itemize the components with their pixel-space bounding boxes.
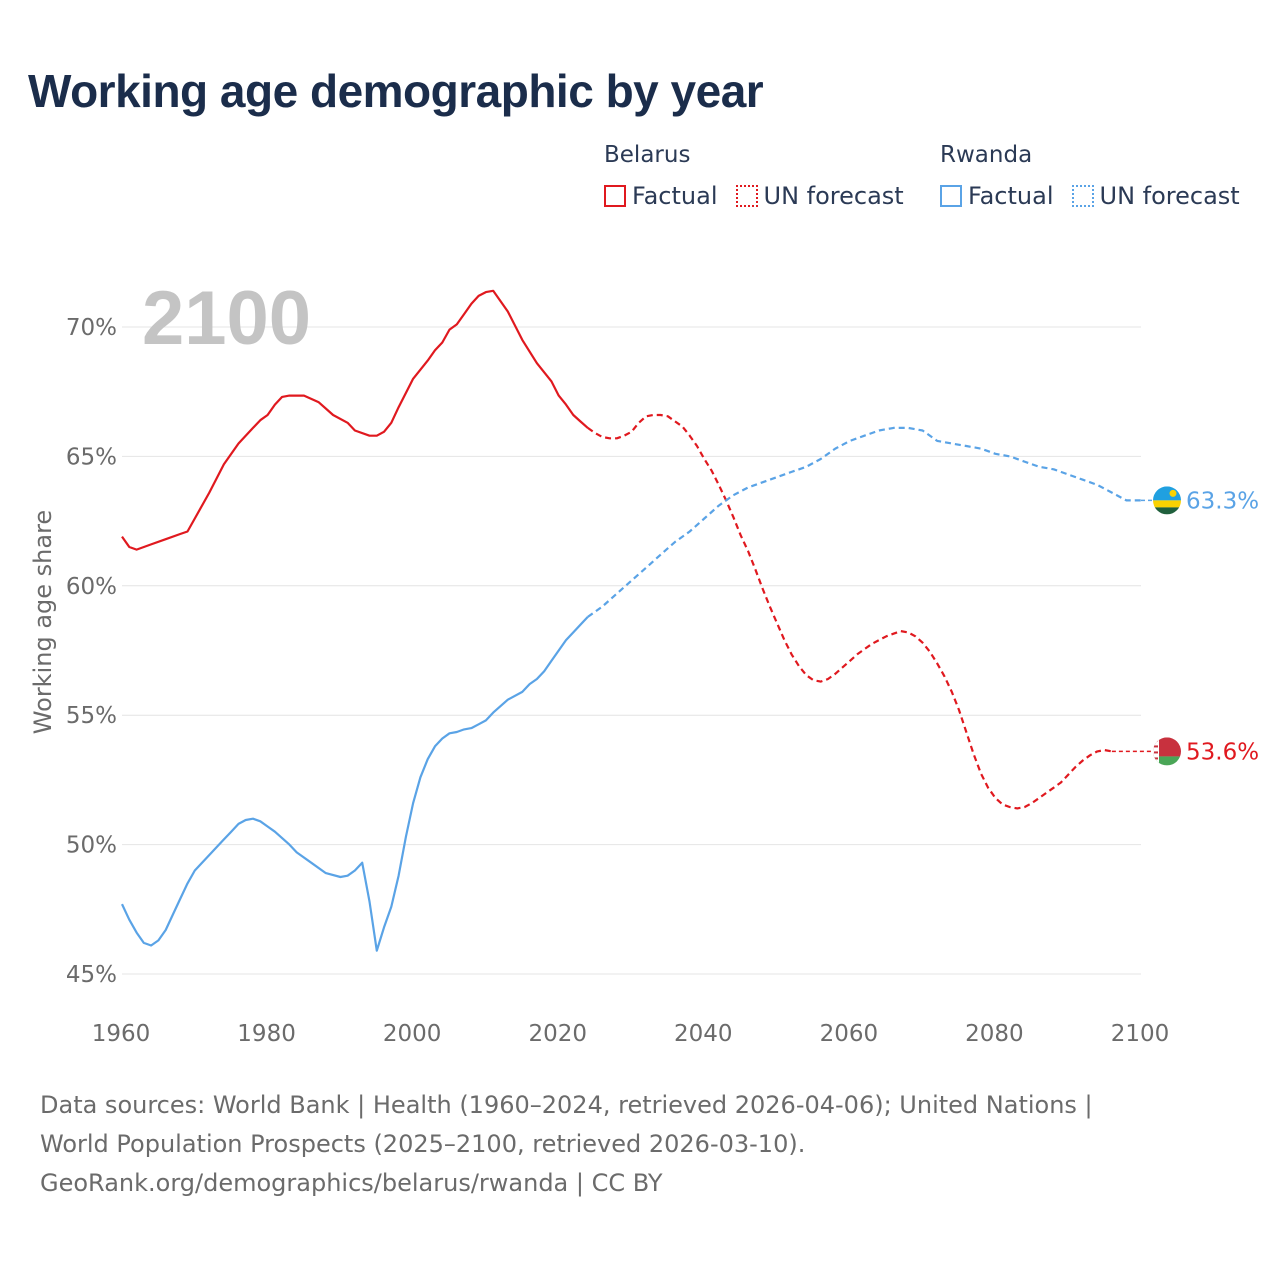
y-tick-label: 55% bbox=[66, 703, 117, 729]
forecast-line-belarus bbox=[587, 413, 1113, 810]
legend-belarus-factual[interactable]: Factual bbox=[604, 182, 718, 210]
data-sources: Data sources: World Bank | Health (1960–… bbox=[40, 1091, 1093, 1158]
legend-label: UN forecast bbox=[763, 182, 904, 210]
x-tick-label: 1960 bbox=[92, 1021, 151, 1047]
solid-swatch-icon bbox=[604, 185, 626, 207]
forecast-line-rwanda bbox=[587, 426, 1141, 618]
legend-country-name: Belarus bbox=[604, 142, 691, 168]
x-tick-label: 2000 bbox=[383, 1021, 442, 1047]
end-value-label: 53.6% bbox=[1186, 739, 1259, 765]
line-chart: 45% 50% 55% 60% 65% 70% 1960 1980 2000 2020 2040 20… bbox=[29, 276, 1259, 1047]
end-value-label: 63.3% bbox=[1186, 488, 1259, 514]
legend-rwanda-forecast[interactable]: UN forecast bbox=[1071, 182, 1240, 210]
legend-rwanda-factual[interactable]: Factual bbox=[940, 182, 1054, 210]
series-line-rwanda bbox=[121, 616, 589, 952]
solid-swatch-icon bbox=[940, 185, 962, 207]
chart-title: Working age demographic by year bbox=[28, 65, 764, 117]
series-line-belarus bbox=[121, 289, 589, 551]
x-tick-label: 1980 bbox=[237, 1021, 296, 1047]
y-tick-label: 70% bbox=[66, 315, 117, 341]
legend-belarus-forecast[interactable]: UN forecast bbox=[735, 182, 904, 210]
x-tick-label: 2040 bbox=[674, 1021, 733, 1047]
x-tick-label: 2100 bbox=[1111, 1021, 1170, 1047]
footer: Data sources: World Bank | Health (1960–… bbox=[40, 1086, 1160, 1203]
x-tick-label: 2060 bbox=[820, 1021, 879, 1047]
legend-rwanda: Rwanda Factual UN forecast bbox=[940, 142, 1248, 210]
y-tick-label: 50% bbox=[66, 833, 117, 859]
legend-country-name: Rwanda bbox=[940, 142, 1033, 168]
attribution-link[interactable]: GeoRank.org/demographics/belarus/rwanda … bbox=[40, 1169, 663, 1197]
x-tick-label: 2080 bbox=[965, 1021, 1024, 1047]
rwanda-flag-icon bbox=[1153, 486, 1181, 515]
y-axis-label: Working age share bbox=[29, 510, 57, 734]
legend-belarus: Belarus Factual UN forecast bbox=[604, 142, 912, 210]
legend-label: UN forecast bbox=[1099, 182, 1240, 210]
dotted-swatch-icon bbox=[1071, 185, 1094, 207]
y-tick-label: 65% bbox=[66, 444, 117, 470]
dotted-swatch-icon bbox=[735, 185, 758, 207]
x-tick-label: 2020 bbox=[528, 1021, 587, 1047]
belarus-flag-icon bbox=[1153, 737, 1181, 766]
y-tick-label: 45% bbox=[66, 962, 117, 988]
year-overlay: 2100 bbox=[142, 276, 311, 361]
legend-label: Factual bbox=[968, 182, 1054, 210]
legend-label: Factual bbox=[632, 182, 718, 210]
y-tick-label: 60% bbox=[66, 574, 117, 600]
